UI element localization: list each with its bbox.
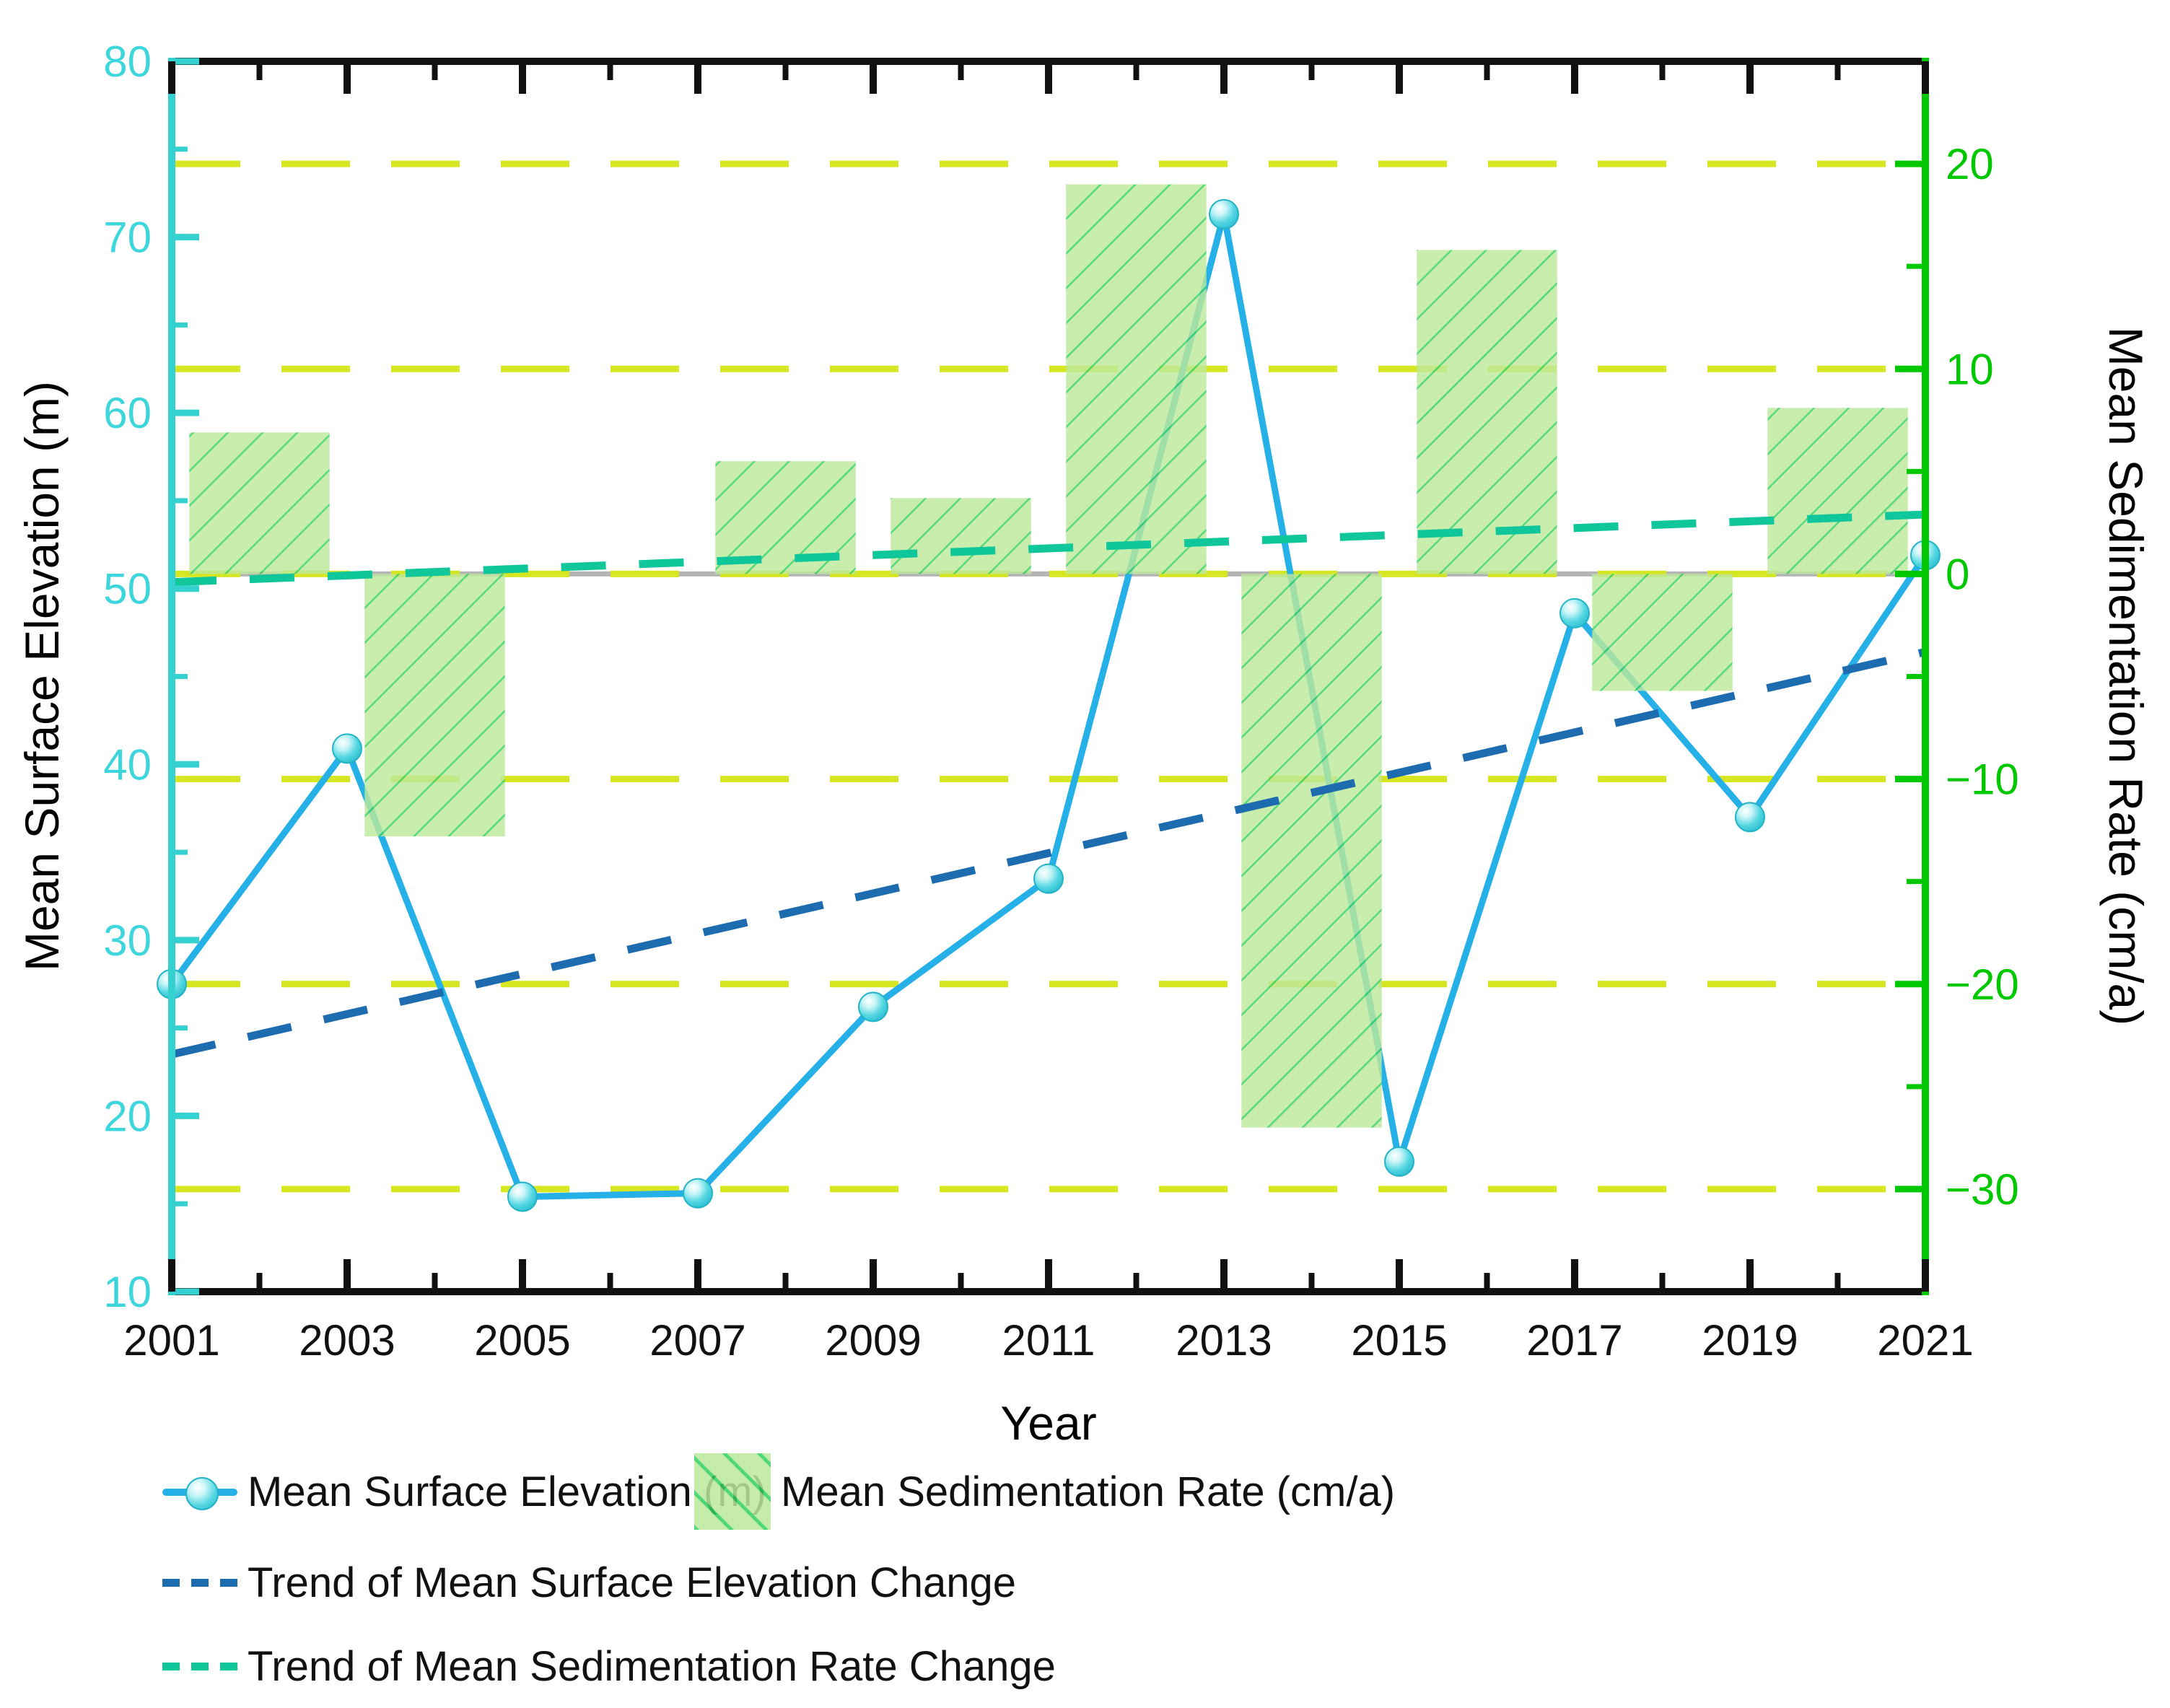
svg-text:2021: 2021 (1877, 1316, 1973, 1365)
sedimentation-trend-line (171, 510, 1926, 587)
legend-label-elevation: Mean Surface Elevation (m) (248, 1468, 766, 1515)
legend-item-sedimentation: Mean Sedimentation Rate (cm/a) (694, 1453, 1395, 1530)
legend-label-sedimentation: Mean Sedimentation Rate (cm/a) (781, 1468, 1396, 1515)
legend-sedimentation-trend-dash-icon (162, 1663, 237, 1670)
svg-text:−20: −20 (1946, 960, 2019, 1009)
svg-text:20: 20 (1946, 140, 1994, 188)
y-left-axis-title: Mean Surface Elevation (m) (15, 380, 69, 972)
svg-text:2007: 2007 (649, 1316, 745, 1365)
bar-2014 (1241, 574, 1382, 1128)
svg-text:2009: 2009 (825, 1316, 921, 1365)
legend-label-elevation-trend: Trend of Mean Surface Elevation Change (248, 1559, 1017, 1606)
legend-item-sedimentation-trend: Trend of Mean Sedimentation Rate Change (162, 1642, 1056, 1691)
bar-2012 (1066, 184, 1207, 574)
svg-text:2013: 2013 (1176, 1316, 1272, 1365)
y-right-axis-title: Mean Sedimentation Rate (cm/a) (2099, 326, 2153, 1026)
marker-2017 (1559, 597, 1590, 629)
marker-2019 (1735, 802, 1765, 833)
svg-text:2001: 2001 (123, 1316, 219, 1365)
svg-text:0: 0 (1946, 550, 1969, 598)
legend-item-elevation-trend: Trend of Mean Surface Elevation Change (162, 1559, 1016, 1607)
bar-2018 (1592, 574, 1733, 691)
svg-text:80: 80 (103, 38, 152, 86)
svg-text:−10: −10 (1946, 756, 2019, 804)
legend-elevation-trend-dash-icon (162, 1579, 237, 1587)
sedimentation-bars (189, 184, 1908, 1128)
legend-bar-patch-icon (694, 1453, 771, 1530)
bar-2016 (1417, 250, 1557, 574)
marker-2015 (1384, 1146, 1414, 1177)
bar-2020 (1767, 408, 1908, 574)
bar-2010 (891, 498, 1031, 574)
bar-2004 (364, 574, 505, 837)
legend-label-sedimentation-trend: Trend of Mean Sedimentation Rate Change (248, 1643, 1056, 1690)
svg-text:60: 60 (103, 389, 152, 437)
svg-text:40: 40 (103, 740, 152, 789)
marker-2011 (1033, 863, 1064, 894)
legend-line-marker-icon (162, 1476, 237, 1510)
elevation-trend-line (170, 648, 1927, 1059)
legend-item-elevation: Mean Surface Elevation (m) (162, 1468, 766, 1516)
svg-text:2003: 2003 (299, 1316, 395, 1365)
svg-text:2017: 2017 (1526, 1316, 1622, 1365)
svg-text:2011: 2011 (1002, 1316, 1095, 1365)
svg-text:10: 10 (103, 1268, 152, 1316)
marker-2013 (1209, 198, 1239, 229)
axes: 10 20 30 40 50 60 70 80 −30 −20 −10 0 10 20 2001 2003 20… (103, 38, 2019, 1365)
svg-text:−30: −30 (1946, 1165, 2019, 1214)
svg-text:20: 20 (103, 1092, 152, 1140)
bar-2002 (189, 432, 330, 574)
svg-text:2019: 2019 (1702, 1316, 1798, 1365)
elevation-markers (157, 198, 1941, 1212)
svg-text:10: 10 (1946, 345, 1994, 393)
marker-2007 (683, 1178, 713, 1209)
svg-text:2015: 2015 (1351, 1316, 1447, 1365)
x-axis-title: Year (1000, 1396, 1097, 1450)
svg-text:30: 30 (103, 916, 152, 965)
svg-text:2005: 2005 (474, 1316, 570, 1365)
marker-2005 (507, 1181, 538, 1212)
marker-2003 (332, 733, 362, 764)
marker-2009 (858, 991, 888, 1022)
svg-text:70: 70 (103, 214, 152, 262)
svg-text:50: 50 (103, 565, 152, 613)
